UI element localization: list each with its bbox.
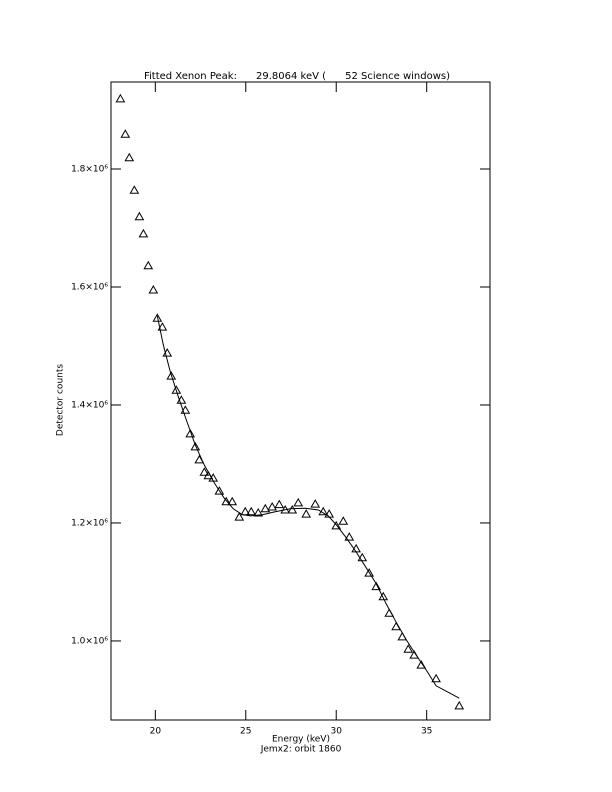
data-point	[185, 428, 196, 438]
data-point	[157, 322, 168, 331]
data-point	[293, 497, 304, 507]
data-point	[331, 520, 342, 530]
data-point	[454, 700, 465, 710]
y-tick-label: 1.4×10⁶	[71, 400, 108, 410]
data-point	[134, 211, 145, 221]
data-point	[199, 467, 210, 476]
data-point	[301, 509, 312, 518]
data-point	[364, 568, 375, 577]
plot-frame	[110, 81, 491, 721]
data-point	[267, 502, 278, 511]
data-point	[227, 496, 238, 506]
data-point	[253, 507, 264, 517]
data-point	[138, 228, 149, 238]
data-point	[371, 581, 382, 591]
data-point	[416, 660, 427, 669]
data-point	[310, 499, 321, 508]
fit-line	[156, 315, 460, 699]
data-point	[287, 504, 298, 514]
data-point	[148, 284, 159, 294]
data-point	[246, 506, 257, 516]
data-point	[378, 591, 389, 601]
y-tick-label: 1.0×10⁶	[71, 636, 108, 646]
data-point	[214, 486, 225, 495]
data-point	[129, 185, 140, 194]
data-point	[120, 129, 131, 138]
x-tick-label: 25	[240, 727, 251, 737]
data-point	[338, 516, 349, 525]
y-tick-label: 1.2×10⁶	[71, 518, 108, 528]
y-axis-label: Detector counts	[56, 364, 66, 436]
data-point	[190, 441, 201, 451]
data-point	[344, 532, 355, 541]
data-point	[152, 313, 163, 322]
data-point	[124, 152, 135, 162]
data-point	[143, 260, 154, 270]
data-point	[403, 644, 414, 653]
chart-title: Fitted Xenon Peak: 29.8064 keV ( 52 Scie…	[144, 71, 450, 82]
data-point	[221, 496, 232, 506]
x-axis-label: Energy (keV)	[272, 735, 330, 745]
data-point	[171, 385, 182, 394]
data-point	[115, 93, 126, 103]
data-point	[180, 405, 191, 414]
data-point	[431, 673, 441, 683]
x-tick-label: 35	[421, 727, 432, 737]
y-tick-label: 1.8×10⁶	[71, 165, 108, 175]
y-tick-label: 1.6×10⁶	[71, 282, 108, 292]
footer: Jemx2: orbit 1860	[260, 745, 342, 755]
data-point	[260, 503, 271, 513]
x-tick-label: 20	[150, 727, 162, 737]
data-point	[274, 499, 285, 509]
data-point	[234, 512, 245, 521]
data-point	[166, 371, 177, 380]
x-tick-label: 30	[331, 727, 343, 737]
